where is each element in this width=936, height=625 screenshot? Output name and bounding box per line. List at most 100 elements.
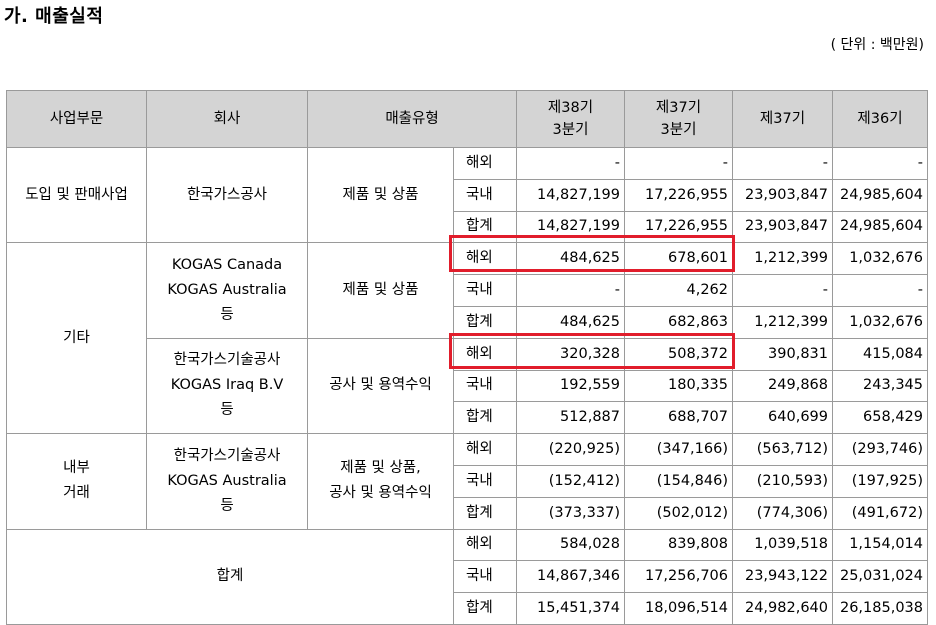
company-line: 등 xyxy=(220,402,234,419)
value-cell: 26,185,038 xyxy=(832,592,928,625)
value-cell: 14,827,199 xyxy=(516,178,625,212)
value-cell: (347,166) xyxy=(624,433,733,466)
header-period-2-line-1: 제37기 xyxy=(655,100,702,116)
value-cell: 415,084 xyxy=(832,337,928,371)
segment-cell: 내부 거래 xyxy=(6,433,147,530)
value-cell: (563,712) xyxy=(732,433,833,466)
table-row: 합계 512,887 688,707 640,699 658,429 xyxy=(7,401,928,435)
header-period-4: 제36기 xyxy=(832,90,928,148)
value-cell: 1,032,676 xyxy=(832,242,928,276)
value-cell: 180,335 xyxy=(624,369,733,403)
region-cell: 해외 xyxy=(453,147,517,180)
value-cell: 24,982,640 xyxy=(732,592,833,625)
value-cell: - xyxy=(516,147,625,180)
company-cell: KOGAS Canada KOGAS Australia 등 xyxy=(146,242,308,339)
value-cell: 243,345 xyxy=(832,369,928,403)
sales-type-cell: 제품 및 상품, 공사 및 용역수익 xyxy=(307,433,454,530)
table-row: 국내 (152,412) (154,846) (210,593) (197,92… xyxy=(7,464,928,498)
header-period-1: 제38기 3분기 xyxy=(516,90,625,148)
company-cell: 한국가스기술공사 KOGAS Australia 등 xyxy=(146,433,308,530)
region-cell: 해외 xyxy=(453,433,517,466)
value-cell: 658,429 xyxy=(832,401,928,435)
region-cell: 해외 xyxy=(453,528,517,562)
value-cell: (220,925) xyxy=(516,433,625,466)
value-cell: 17,256,706 xyxy=(624,560,733,594)
value-cell: 1,039,518 xyxy=(732,528,833,562)
value-cell: 839,808 xyxy=(624,528,733,562)
value-cell: 192,559 xyxy=(516,369,625,403)
table-row: 기타 KOGAS Canada KOGAS Australia 등 제품 및 상… xyxy=(6,242,928,435)
value-cell: 508,372 xyxy=(624,337,733,371)
value-cell: (491,672) xyxy=(832,496,928,530)
header-row: 사업부문 회사 매출유형 제38기 3분기 제37기 3분기 제37기 제36기 xyxy=(6,90,928,148)
grand-total-label: 합계 xyxy=(6,528,454,625)
table-row: 합계 해외 584,028 839,808 1,039,518 1,154,01… xyxy=(6,528,928,625)
table-row: 내부 거래 한국가스기술공사 KOGAS Australia 등 제품 및 상품… xyxy=(6,433,928,530)
region-cell: 해외 xyxy=(453,337,517,371)
value-cell: 1,212,399 xyxy=(732,305,833,339)
value-cell: - xyxy=(516,274,625,307)
sales-type-line: 제품 및 상품, xyxy=(340,460,421,477)
company-line: 등 xyxy=(220,497,234,514)
header-period-1-line-1: 제38기 xyxy=(547,100,594,116)
segment-line: 내부 xyxy=(63,460,90,477)
value-cell: (502,012) xyxy=(624,496,733,530)
section-title: 가. 매출실적 xyxy=(4,6,104,27)
region-cell: 국내 xyxy=(453,369,517,403)
value-cell: 23,943,122 xyxy=(732,560,833,594)
company-line: KOGAS Australia xyxy=(167,282,287,299)
table-row: 국내 14,867,346 17,256,706 23,943,122 25,0… xyxy=(7,560,928,594)
header-period-1-line-2: 3분기 xyxy=(552,122,589,138)
value-cell: - xyxy=(732,147,833,180)
region-cell: 해외 xyxy=(453,242,517,276)
sales-table: 사업부문 회사 매출유형 제38기 3분기 제37기 3분기 제37기 제36기… xyxy=(6,90,928,625)
unit-note: ( 단위 : 백만원) xyxy=(830,37,924,53)
value-cell: (774,306) xyxy=(732,496,833,530)
segment-line: 거래 xyxy=(63,485,90,502)
value-cell: 4,262 xyxy=(624,274,733,307)
value-cell: 1,212,399 xyxy=(732,242,833,276)
value-cell: 14,867,346 xyxy=(516,560,625,594)
table-row: 합계 14,827,199 17,226,955 23,903,847 24,9… xyxy=(7,210,928,244)
value-cell: 512,887 xyxy=(516,401,625,435)
value-cell: 1,032,676 xyxy=(832,305,928,339)
value-cell: 15,451,374 xyxy=(516,592,625,625)
value-cell: - xyxy=(624,147,733,180)
value-cell: 25,031,024 xyxy=(832,560,928,594)
value-cell: (197,925) xyxy=(832,464,928,498)
value-cell: 390,831 xyxy=(732,337,833,371)
region-cell: 합계 xyxy=(453,592,517,625)
value-cell: 14,827,199 xyxy=(516,210,625,244)
sales-type-cell: 제품 및 상품 xyxy=(307,146,454,244)
company-cell: 한국가스기술공사 KOGAS Iraq B.V 등 xyxy=(146,337,308,435)
company-line: 한국가스기술공사 xyxy=(173,447,281,464)
header-sales-type: 매출유형 xyxy=(307,90,517,148)
region-cell: 국내 xyxy=(453,178,517,212)
company-line: KOGAS Iraq B.V xyxy=(170,377,284,394)
value-cell: 320,328 xyxy=(516,337,625,371)
region-cell: 합계 xyxy=(453,210,517,244)
header-segment: 사업부문 xyxy=(6,90,147,148)
value-cell: - xyxy=(832,274,928,307)
value-cell: 682,863 xyxy=(624,305,733,339)
value-cell: 249,868 xyxy=(732,369,833,403)
sales-type-cell: 제품 및 상품 xyxy=(307,242,454,339)
company-cell: 한국가스공사 xyxy=(146,146,308,244)
sales-type-line: 공사 및 용역수익 xyxy=(329,485,432,502)
value-cell: 24,985,604 xyxy=(832,178,928,212)
table-row: 국내 192,559 180,335 249,868 243,345 xyxy=(7,369,928,403)
value-cell: 17,226,955 xyxy=(624,178,733,212)
value-cell: 484,625 xyxy=(516,242,625,276)
segment-cell: 기타 xyxy=(6,242,147,435)
value-cell: - xyxy=(732,274,833,307)
company-line: KOGAS Canada xyxy=(171,257,283,274)
value-cell: 688,707 xyxy=(624,401,733,435)
value-cell: 678,601 xyxy=(624,242,733,276)
sales-type-cell: 공사 및 용역수익 xyxy=(307,337,454,435)
header-period-2: 제37기 3분기 xyxy=(624,90,733,148)
table-row: 국내 - 4,262 - - xyxy=(7,274,928,307)
value-cell: 23,903,847 xyxy=(732,178,833,212)
region-cell: 합계 xyxy=(453,401,517,435)
company-line: 한국가스기술공사 xyxy=(173,352,281,369)
value-cell: 17,226,955 xyxy=(624,210,733,244)
